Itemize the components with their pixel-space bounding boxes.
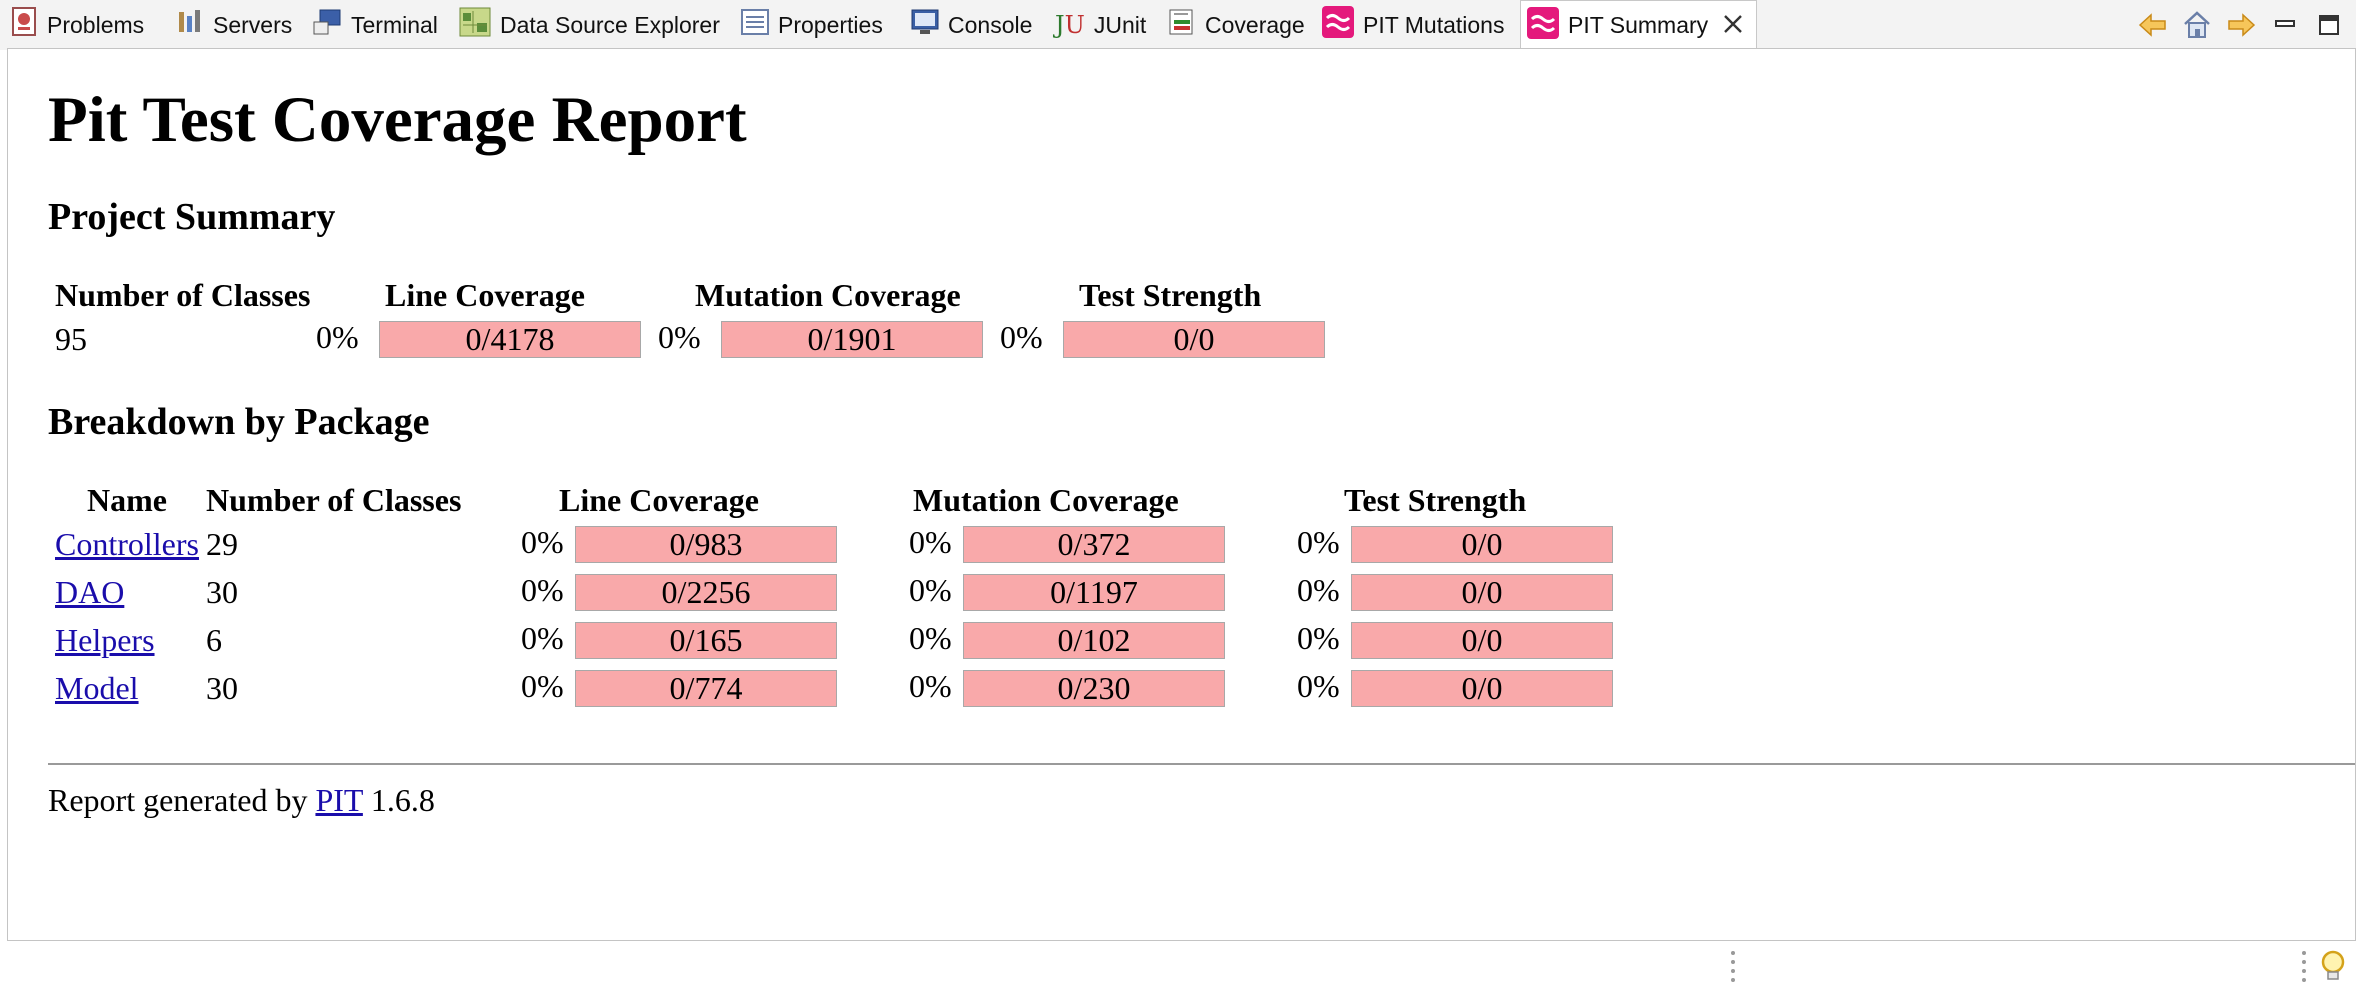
row-mutation-pct: 0% xyxy=(909,524,952,561)
row-line-coverage-bar: 0/774 xyxy=(575,670,837,707)
pit-link[interactable]: PIT xyxy=(315,782,362,818)
row-line-pct: 0% xyxy=(521,572,564,609)
tab-label: Terminal xyxy=(351,12,438,39)
close-icon[interactable] xyxy=(1722,11,1744,41)
header-number-of-classes: Number of Classes xyxy=(55,277,310,314)
problems-icon xyxy=(12,7,38,43)
header-test-strength: Test Strength xyxy=(1344,482,1526,519)
row-line-pct: 0% xyxy=(521,668,564,705)
header-name: Name xyxy=(87,482,167,519)
properties-icon xyxy=(741,9,769,41)
tab-data-source-explorer[interactable]: Data Source Explorer xyxy=(459,0,720,50)
row-line-coverage-bar: 0/2256 xyxy=(575,574,837,611)
summary-test-strength-bar: 0/0 xyxy=(1063,321,1325,358)
header-line-coverage: Line Coverage xyxy=(385,277,585,314)
summary-mutation-coverage-bar: 0/1901 xyxy=(721,321,983,358)
row-line-pct: 0% xyxy=(521,620,564,657)
header-test-strength: Test Strength xyxy=(1079,277,1261,314)
tab-pit-summary[interactable]: PIT Summary xyxy=(1520,0,1757,50)
summary-mutation-pct: 0% xyxy=(658,319,701,356)
pit-icon xyxy=(1527,7,1559,45)
data-source-explorer-icon xyxy=(459,7,491,43)
divider xyxy=(48,763,2355,765)
footer-prefix: Report generated by xyxy=(48,782,307,818)
row-strength-pct: 0% xyxy=(1297,668,1340,705)
pit-icon xyxy=(1322,6,1354,44)
drag-handle[interactable] xyxy=(1731,951,1735,985)
row-test-strength-bar: 0/0 xyxy=(1351,574,1613,611)
summary-line-pct: 0% xyxy=(316,319,359,356)
row-mutation-pct: 0% xyxy=(909,668,952,705)
header-number-of-classes: Number of Classes xyxy=(206,482,461,519)
row-test-strength-bar: 0/0 xyxy=(1351,526,1613,563)
page-title: Pit Test Coverage Report xyxy=(48,81,747,159)
row-mutation-coverage-bar: 0/1197 xyxy=(963,574,1225,611)
package-link-controllers[interactable]: Controllers xyxy=(55,526,199,563)
summary-strength-pct: 0% xyxy=(1000,319,1043,356)
tab-label: PIT Summary xyxy=(1568,12,1708,39)
row-line-coverage-bar: 0/165 xyxy=(575,622,837,659)
row-mutation-coverage-bar: 0/230 xyxy=(963,670,1225,707)
row-classes: 29 xyxy=(206,526,238,563)
tab-label: Servers xyxy=(213,12,292,39)
row-mutation-pct: 0% xyxy=(909,620,952,657)
forward-arrow-icon[interactable] xyxy=(2224,8,2258,42)
row-classes: 30 xyxy=(206,574,238,611)
header-mutation-coverage: Mutation Coverage xyxy=(695,277,961,314)
minimize-icon[interactable] xyxy=(2268,8,2302,42)
tab-junit[interactable]: JU JUnit xyxy=(1055,0,1146,50)
junit-icon: JU xyxy=(1055,11,1085,39)
row-mutation-pct: 0% xyxy=(909,572,952,609)
tab-label: JUnit xyxy=(1094,12,1146,39)
console-icon xyxy=(911,8,939,42)
package-link-dao[interactable]: DAO xyxy=(55,574,124,611)
header-mutation-coverage: Mutation Coverage xyxy=(913,482,1179,519)
pit-version: 1.6.8 xyxy=(371,782,435,818)
drag-handle[interactable] xyxy=(2302,951,2306,985)
tab-terminal[interactable]: Terminal xyxy=(312,0,438,50)
package-link-helpers[interactable]: Helpers xyxy=(55,622,155,659)
back-arrow-icon[interactable] xyxy=(2136,8,2170,42)
maximize-icon[interactable] xyxy=(2312,8,2346,42)
coverage-icon xyxy=(1168,8,1196,42)
tab-pit-mutations[interactable]: PIT Mutations xyxy=(1322,0,1504,50)
row-classes: 6 xyxy=(206,622,222,659)
breakdown-heading: Breakdown by Package xyxy=(48,400,429,444)
lightbulb-icon[interactable] xyxy=(2320,949,2346,990)
tab-label: Coverage xyxy=(1205,12,1305,39)
tab-label: Problems xyxy=(47,12,144,39)
project-summary-heading: Project Summary xyxy=(48,195,335,239)
row-mutation-coverage-bar: 0/102 xyxy=(963,622,1225,659)
row-test-strength-bar: 0/0 xyxy=(1351,622,1613,659)
tab-console[interactable]: Console xyxy=(911,0,1032,50)
servers-icon xyxy=(176,8,204,42)
package-link-model[interactable]: Model xyxy=(55,670,139,707)
tab-coverage[interactable]: Coverage xyxy=(1168,0,1305,50)
row-line-coverage-bar: 0/983 xyxy=(575,526,837,563)
status-bar xyxy=(0,941,2356,994)
row-strength-pct: 0% xyxy=(1297,524,1340,561)
terminal-icon xyxy=(312,8,342,42)
summary-line-coverage-bar: 0/4178 xyxy=(379,321,641,358)
tab-servers[interactable]: Servers xyxy=(176,0,292,50)
report-footer: Report generated by PIT 1.6.8 xyxy=(48,782,435,819)
row-test-strength-bar: 0/0 xyxy=(1351,670,1613,707)
tab-label: Properties xyxy=(778,12,883,39)
view-toolbar xyxy=(2126,0,2346,50)
row-classes: 30 xyxy=(206,670,238,707)
tab-properties[interactable]: Properties xyxy=(741,0,883,50)
row-mutation-coverage-bar: 0/372 xyxy=(963,526,1225,563)
tab-label: PIT Mutations xyxy=(1363,12,1504,39)
row-strength-pct: 0% xyxy=(1297,620,1340,657)
view-tab-bar: Problems Servers Terminal Data Source Ex… xyxy=(0,0,2356,50)
home-icon[interactable] xyxy=(2180,8,2214,42)
tab-problems[interactable]: Problems xyxy=(12,0,144,50)
summary-number-of-classes: 95 xyxy=(55,321,87,358)
tab-label: Data Source Explorer xyxy=(500,12,720,39)
tab-label: Console xyxy=(948,12,1032,39)
row-strength-pct: 0% xyxy=(1297,572,1340,609)
row-line-pct: 0% xyxy=(521,524,564,561)
report-view: Pit Test Coverage Report Project Summary… xyxy=(7,48,2356,941)
header-line-coverage: Line Coverage xyxy=(559,482,759,519)
